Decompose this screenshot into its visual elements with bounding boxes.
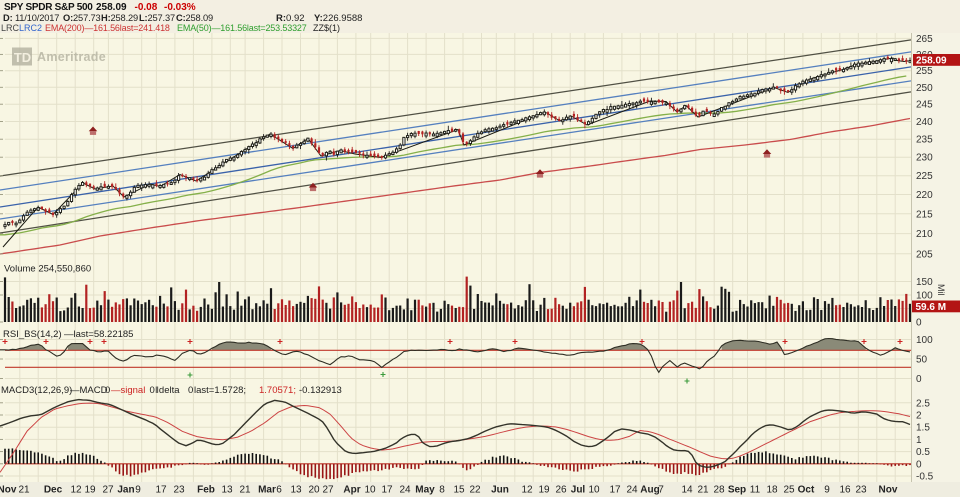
svg-text:28: 28 [713,485,725,496]
svg-text:Oct: Oct [798,485,815,496]
svg-text:May: May [415,485,435,496]
svg-text:0: 0 [188,385,193,396]
svg-text:RSI_BS(14,2): RSI_BS(14,2) [3,329,62,340]
svg-text:Jan: Jan [117,485,134,496]
svg-text:10: 10 [588,485,600,496]
svg-text:0: 0 [916,318,922,329]
svg-text:15: 15 [453,485,465,496]
svg-text:50: 50 [916,355,928,366]
svg-text:11: 11 [750,485,761,496]
svg-text:21: 21 [239,485,251,496]
svg-text:258.09: 258.09 [916,56,947,67]
svg-text:9: 9 [135,485,141,496]
svg-text:0: 0 [105,385,110,396]
svg-text:18: 18 [766,485,778,496]
svg-text:0: 0 [150,385,155,396]
svg-text:Sep: Sep [728,485,746,496]
svg-text:225: 225 [916,171,933,182]
svg-text:Ameritrade: Ameritrade [37,50,106,64]
svg-text:245: 245 [916,100,933,111]
svg-text:Feb: Feb [197,485,215,496]
svg-text:TD: TD [14,50,31,65]
svg-text:150: 150 [916,277,933,288]
svg-text:22: 22 [469,485,481,496]
svg-text:9: 9 [824,485,830,496]
svg-text:26: 26 [555,485,567,496]
svg-text:205: 205 [916,249,933,260]
svg-text:24: 24 [399,485,411,496]
svg-text:MACD3(12,26,9): MACD3(12,26,9) [1,385,72,396]
svg-text:16: 16 [839,485,851,496]
svg-text:265: 265 [916,34,933,45]
svg-text:0.5: 0.5 [916,447,930,458]
svg-text:59.6 M: 59.6 M [916,302,947,313]
svg-text:14: 14 [681,485,693,496]
svg-text:6: 6 [276,485,282,496]
svg-text:215: 215 [916,209,933,220]
svg-text:250: 250 [916,83,933,94]
svg-text:—signal: —signal [111,385,145,396]
svg-text:—last=58.22185: —last=58.22185 [64,329,133,340]
svg-text:21: 21 [697,485,709,496]
svg-text:12: 12 [521,485,533,496]
svg-text:27: 27 [322,485,334,496]
svg-text:Jul: Jul [571,485,586,496]
svg-text:19: 19 [538,485,550,496]
svg-text:0: 0 [916,374,922,385]
svg-text:13: 13 [221,485,233,496]
svg-text:2.5: 2.5 [916,398,930,409]
svg-text:17: 17 [609,485,621,496]
svg-text:17: 17 [381,485,393,496]
svg-text:-0.132913: -0.132913 [299,385,342,396]
svg-text:Nov: Nov [879,485,898,496]
svg-text:23: 23 [173,485,185,496]
svg-text:13: 13 [290,485,302,496]
svg-text:8: 8 [439,485,445,496]
svg-text:210: 210 [916,229,933,240]
svg-text:17: 17 [155,485,167,496]
svg-text:220: 220 [916,190,933,201]
svg-text:1.5: 1.5 [916,423,930,434]
svg-text:10: 10 [364,485,376,496]
svg-text:Mil: Mil [936,284,946,296]
svg-text:Mar: Mar [258,485,276,496]
svg-text:230: 230 [916,153,933,164]
svg-text:Volume 254,550,860: Volume 254,550,860 [4,264,91,275]
svg-text:235: 235 [916,135,933,146]
svg-text:‖delta: ‖delta [155,385,180,396]
svg-text:Apr: Apr [343,485,360,496]
svg-text:2: 2 [916,411,922,422]
svg-text:Aug: Aug [640,485,659,496]
svg-text:Jun: Jun [491,485,509,496]
svg-text:Nov: Nov [0,485,17,496]
svg-text:-0.5: -0.5 [916,472,934,483]
svg-text:19: 19 [84,485,96,496]
svg-text:240: 240 [916,117,933,128]
svg-text:1.70571;: 1.70571; [259,385,296,396]
svg-text:25: 25 [783,485,795,496]
svg-text:last=1.5728;: last=1.5728; [194,385,246,396]
svg-text:7: 7 [658,485,664,496]
svg-text:100: 100 [916,335,933,346]
svg-text:100: 100 [916,291,933,302]
svg-text:12: 12 [70,485,82,496]
svg-text:—MACD: —MACD [70,385,108,396]
svg-text:20: 20 [308,485,320,496]
svg-text:27: 27 [102,485,114,496]
svg-text:24: 24 [626,485,638,496]
svg-text:23: 23 [855,485,867,496]
svg-text:255: 255 [916,66,933,77]
svg-text:0: 0 [916,459,922,470]
svg-text:21: 21 [18,485,30,496]
svg-text:1: 1 [916,435,922,446]
svg-text:Dec: Dec [44,485,63,496]
